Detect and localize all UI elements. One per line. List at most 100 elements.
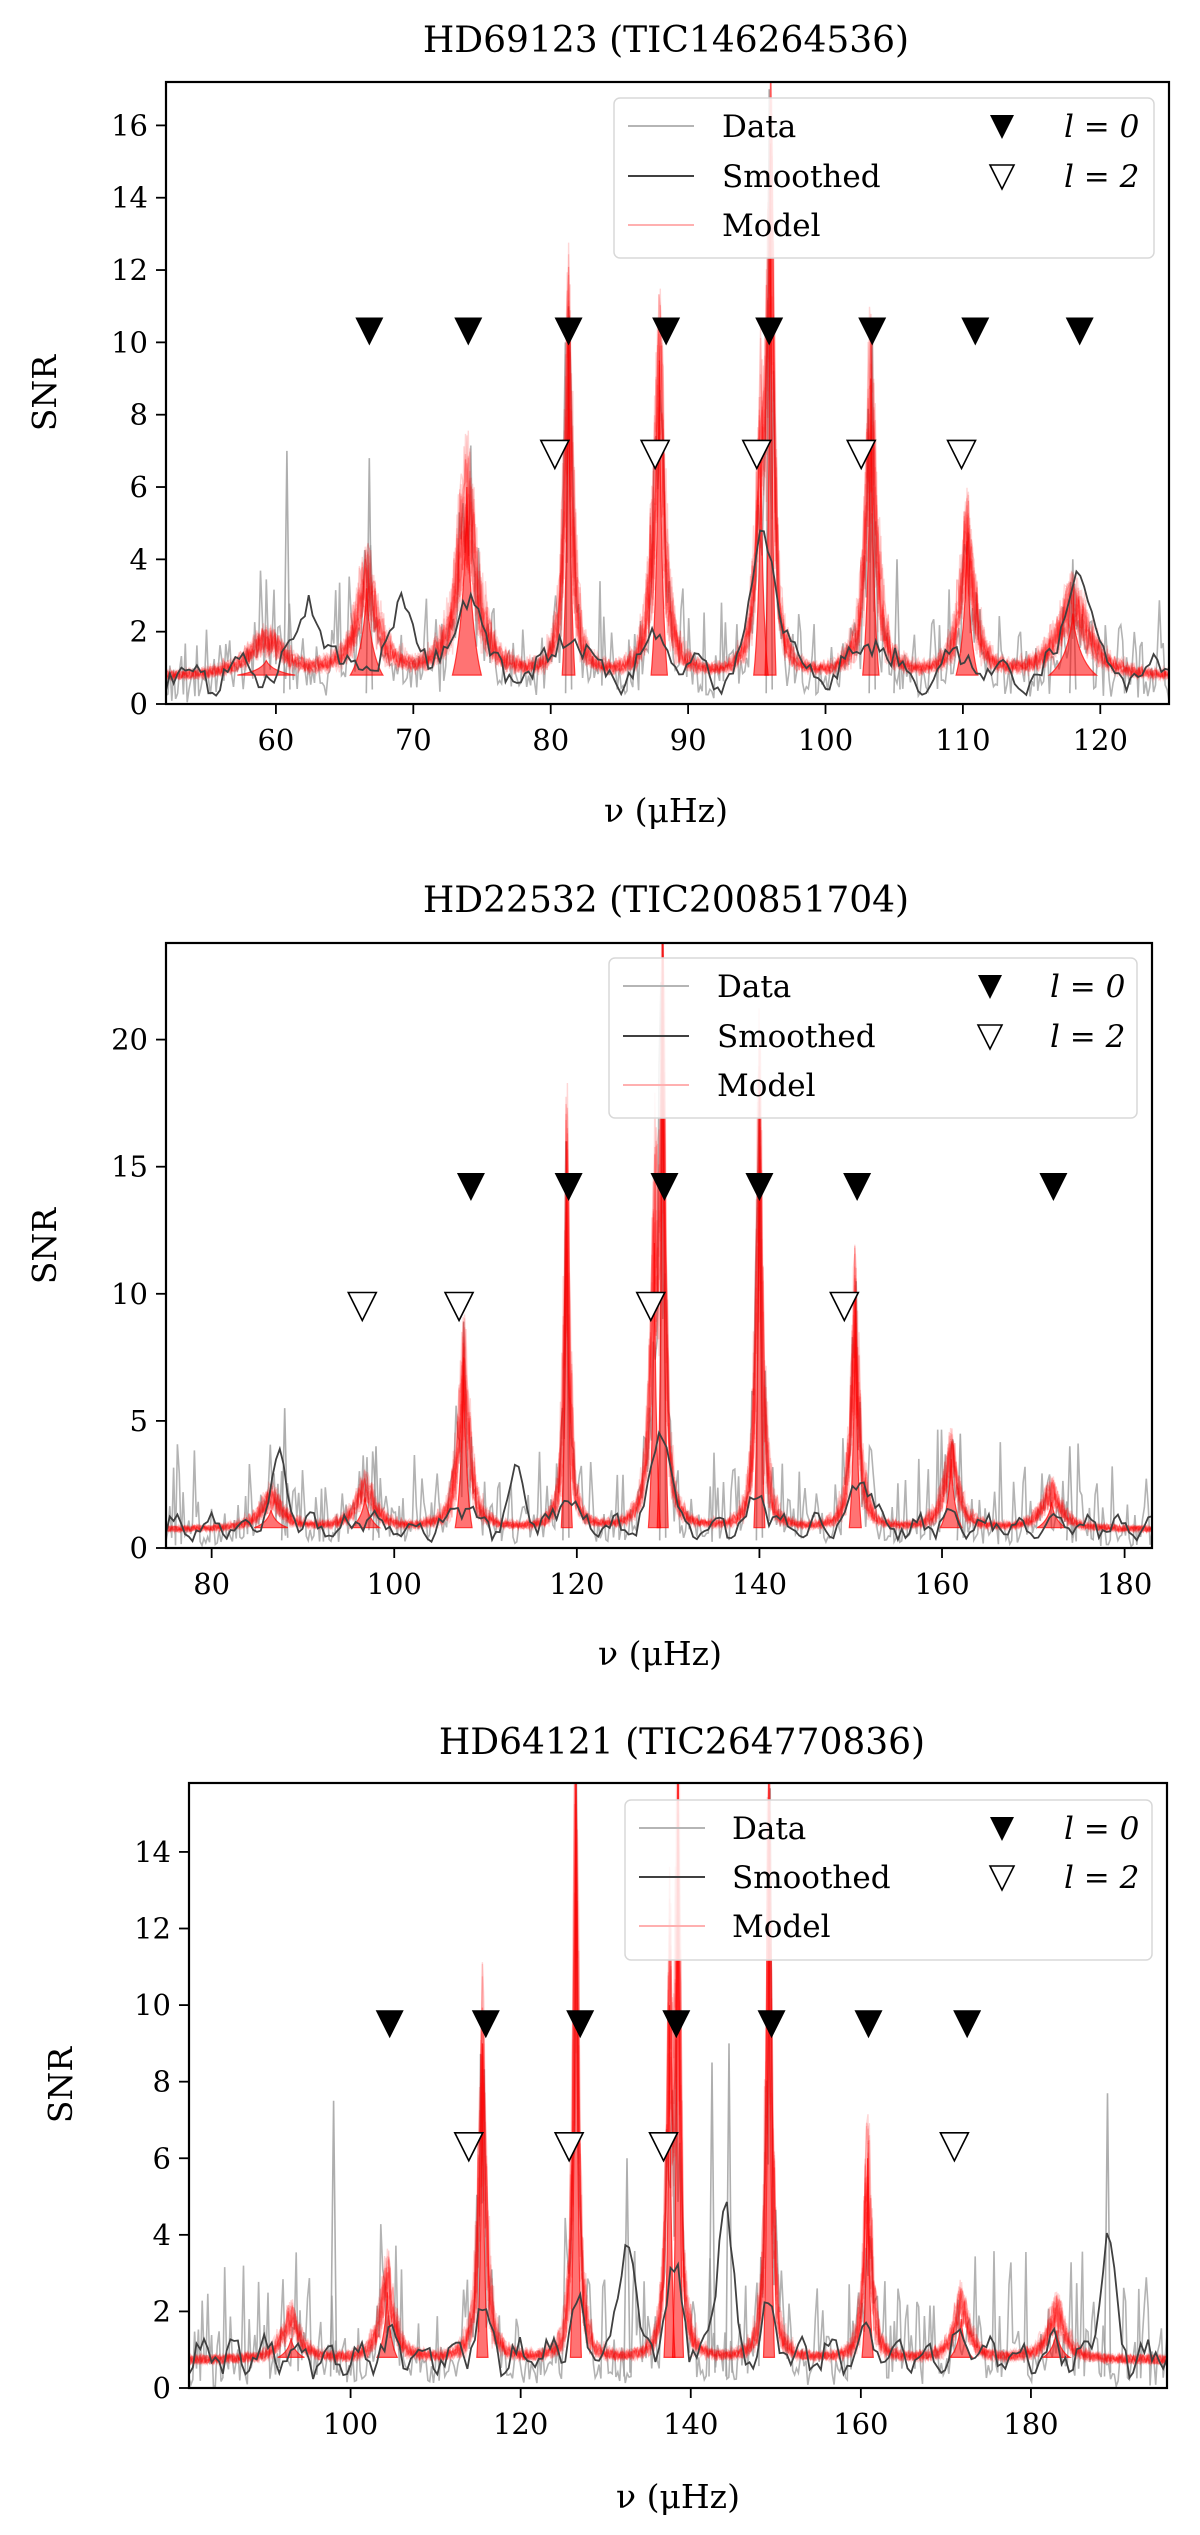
panel-hd22532: HD22532 (TIC200851704) 80 100 120 140 160 180…: [25, 880, 1154, 1673]
l2-mode-marker: [639, 439, 671, 471]
legend-label-l0: l = 0: [1050, 969, 1125, 1005]
smoothed-series-line: [189, 2201, 1167, 2381]
x-tick-label: 110: [935, 723, 990, 757]
l0-mode-marker: [745, 1173, 774, 1202]
model-draw-line: [189, 1783, 1167, 2367]
data-spike: [372, 1446, 380, 1541]
l0-mode-marker: [1065, 317, 1094, 346]
legend-marker-l2: [976, 1024, 1004, 1051]
l0-mode-marker: [755, 317, 784, 346]
model-draw-line: [166, 943, 1152, 1535]
l0-mode-marker: [652, 317, 681, 346]
model-draw-line: [166, 943, 1152, 1534]
x-axis-label: ν (μHz): [604, 791, 728, 830]
panel-hd69123: HD69123 (TIC146264536) 60 70 80 90 100 110 120…: [25, 20, 1171, 830]
model-peak: [376, 2292, 399, 2358]
axes-frame: [164, 941, 1154, 1550]
x-tick-label: 140: [663, 2407, 718, 2441]
x-tick-label: 80: [193, 1567, 230, 1601]
axes-frame: [187, 1781, 1169, 2390]
l2-mode-marker: [346, 1291, 378, 1323]
y-tick-label: 16: [111, 108, 148, 142]
legend-marker-l0: [990, 1817, 1014, 1841]
y-axis-ticks: 0 2 4 6 8 10 12 14: [134, 1835, 189, 2405]
data-spike: [1066, 1446, 1074, 1541]
model-draw-line: [166, 82, 1169, 682]
y-tick-label: 2: [130, 615, 148, 649]
l2-mode-marker: [553, 2131, 585, 2163]
y-tick-label: 14: [134, 1835, 171, 1869]
l2-mode-marker: [453, 2131, 485, 2163]
model-draw-line: [166, 943, 1152, 1535]
y-tick-label: 15: [111, 1150, 148, 1184]
model-peak: [476, 2043, 489, 2358]
x-tick-label: 100: [798, 723, 853, 757]
model-peak: [762, 1783, 776, 2358]
y-tick-label: 8: [153, 2065, 171, 2099]
model-draw-line: [166, 1070, 1152, 1534]
legend-label-data: Data: [732, 1811, 806, 1847]
panel-hd64121: HD64121 (TIC264770836) 100 120 140 160 180 0…: [41, 1722, 1169, 2516]
x-axis-ticks: 80 100 120 140 160 180: [193, 1548, 1152, 1601]
x-tick-label: 180: [1003, 2407, 1058, 2441]
l0-mode-marker: [566, 2010, 595, 2039]
model-draw-line: [166, 155, 1169, 681]
model-draw-line: [166, 943, 1152, 1534]
model-draw-line: [166, 242, 1169, 682]
legend-box: [608, 957, 1138, 1119]
y-tick-label: 4: [153, 2218, 171, 2252]
data-spike: [956, 1433, 965, 1541]
legend-label-data: Data: [722, 109, 796, 145]
l0-mode-marker: [471, 2010, 500, 2039]
model-draw-line: [189, 1783, 1167, 2367]
plot-area: [166, 943, 1152, 1548]
legend: Data Smoothed Model l = 0 l = 2: [608, 957, 1138, 1119]
x-tick-label: 70: [395, 723, 432, 757]
model-draw-line: [166, 209, 1169, 682]
l0-mode-marker: [858, 317, 887, 346]
x-tick-label: 120: [1073, 723, 1128, 757]
model-draw-line: [166, 98, 1169, 684]
model-draw-line: [189, 1783, 1167, 2366]
x-tick-label: 100: [367, 1567, 422, 1601]
model-draw-line: [166, 82, 1169, 681]
legend-label-model: Model: [732, 1909, 831, 1945]
plot-area: [166, 82, 1169, 703]
y-tick-label: 0: [130, 1531, 148, 1565]
model-peak: [862, 378, 880, 676]
model-draw-line: [166, 82, 1169, 681]
data-spike: [1103, 2093, 1112, 2377]
x-axis-label: ν (μHz): [616, 2477, 740, 2516]
data-spike: [708, 2062, 716, 2377]
model-draw-line: [189, 1783, 1167, 2366]
y-tick-label: 12: [111, 253, 148, 287]
legend-box: [624, 1799, 1153, 1961]
y-axis-ticks: 0 2 4 6 8 10 12 14 16: [111, 108, 166, 721]
series-group: [189, 1783, 1167, 2388]
model-draw-line: [166, 1077, 1152, 1535]
l2-mode-marker: [845, 439, 877, 471]
l0-mode-marker: [650, 1173, 679, 1202]
y-tick-label: 6: [153, 2141, 171, 2175]
y-tick-label: 14: [111, 181, 148, 215]
x-axis-ticks: 100 120 140 160 180: [323, 2388, 1059, 2441]
legend-label-smoothed: Smoothed: [732, 1860, 891, 1896]
model-draw-line: [166, 285, 1169, 680]
legend-marker-l2: [988, 164, 1016, 191]
y-tick-label: 6: [130, 470, 148, 504]
l2-mode-marker: [648, 2131, 679, 2163]
x-tick-label: 160: [833, 2407, 888, 2441]
model-peak: [955, 541, 979, 676]
model-peak: [560, 1141, 573, 1529]
legend-label-l0: l = 0: [1064, 109, 1139, 145]
l2-mode-marker: [939, 2131, 970, 2163]
l0-mode-marker: [854, 2010, 883, 2039]
y-tick-label: 5: [130, 1404, 148, 1438]
l2-mode-marker: [539, 439, 571, 471]
data-spike: [893, 559, 901, 694]
l0-mode-marker: [961, 317, 990, 346]
data-spike: [280, 1408, 289, 1541]
model-draw-line: [166, 129, 1169, 681]
legend-marker-l0: [978, 975, 1002, 999]
